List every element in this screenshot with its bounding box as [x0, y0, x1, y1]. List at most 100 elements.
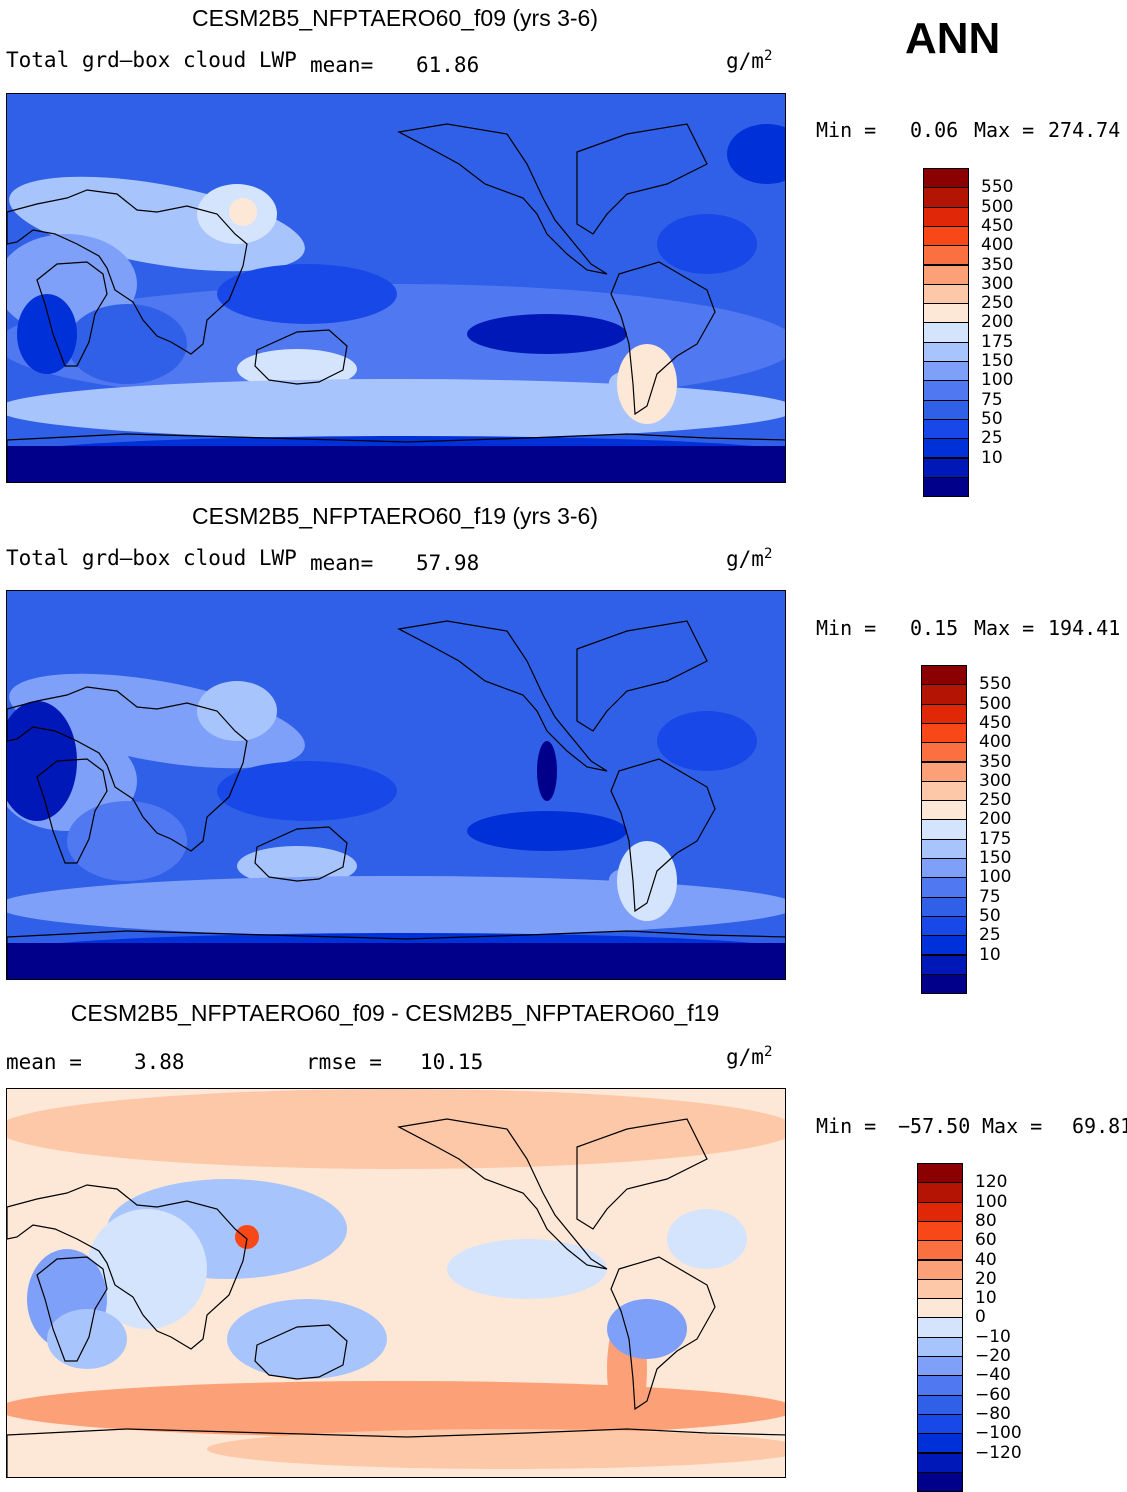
panel-1-units-base: g/m [726, 49, 764, 73]
colorbar-box [923, 206, 969, 227]
colorbar-label: 120 [975, 1172, 1008, 1193]
contour-region [447, 1239, 607, 1299]
panel-1-minmax: Min = 0.06 Max = 274.74 [816, 118, 1120, 142]
colorbar-box [921, 973, 967, 995]
panel-3-rmse-value: 10.15 [420, 1050, 484, 1074]
colorbar-label: 200 [981, 312, 1014, 333]
panel-2-units: g/m2 [726, 546, 772, 571]
colorbar-box [921, 800, 967, 821]
colorbar-box [921, 858, 967, 879]
colorbar-box [923, 303, 969, 324]
colorbar-label: −60 [975, 1384, 1011, 1405]
panel-3-max-value: 69.81 [1072, 1114, 1127, 1138]
colorbar-label: 400 [981, 235, 1014, 256]
coastline [576, 620, 708, 732]
colorbar-box [917, 1317, 963, 1338]
panel-1-colorbar: 550 500 450 400 350 300 250 200 175 150 100 75 50 25 1… [923, 168, 1013, 498]
colorbar-box [923, 187, 969, 208]
colorbar-box [917, 1452, 963, 1473]
colorbar-box [921, 915, 967, 937]
colorbar-box [921, 838, 967, 859]
panel-1-variable: Total grd–box cloud LWP [6, 48, 297, 72]
coastline [397, 1118, 608, 1270]
colorbar-label: 500 [979, 693, 1012, 714]
colorbar-label: −40 [975, 1365, 1011, 1386]
contour-region [237, 349, 357, 389]
colorbar-label: 20 [975, 1268, 997, 1289]
colorbar-label: −20 [975, 1346, 1011, 1366]
coastline [397, 620, 608, 772]
contour-region [7, 701, 77, 821]
colorbar-box [921, 684, 967, 705]
panel-2-min-label: Min = [816, 616, 877, 640]
contour-region [9, 673, 305, 769]
colorbar-label: 10 [981, 447, 1003, 468]
colorbar-label: 150 [979, 848, 1012, 868]
colorbar-box [917, 1394, 963, 1415]
panel-3-title: CESM2B5_NFPTAERO60_f09 - CESM2B5_NFPTAER… [70, 1000, 720, 1026]
colorbar-box [923, 264, 969, 285]
colorbar-label: 0 [975, 1307, 986, 1328]
colorbar-box [923, 225, 969, 247]
colorbar-box [923, 418, 969, 440]
coastline [610, 1256, 716, 1411]
coastline [254, 826, 348, 882]
panel-2-min-value: 0.15 [910, 616, 959, 640]
coastline [7, 189, 248, 355]
coastline [7, 686, 248, 852]
colorbar-box [921, 896, 967, 917]
contour-region [607, 1299, 687, 1359]
contour-region [7, 621, 785, 701]
panel-3-max-label: Max = [982, 1114, 1043, 1138]
contour-region [7, 876, 785, 936]
colorbar-box [923, 245, 969, 266]
colorbar-box [923, 168, 969, 189]
colorbar-box [923, 399, 969, 420]
colorbar-label: −100 [975, 1423, 1022, 1444]
panel-3-colorbar: 120 100 80 60 40 20 10 0 −10 −20 −40 −60 −80 −100 −120 [917, 1163, 1022, 1492]
colorbar-label: 175 [981, 331, 1014, 352]
panel-2-max-label: Max = [974, 616, 1035, 640]
colorbar-label: 450 [979, 712, 1012, 733]
contour-region [7, 379, 785, 439]
colorbar-label: −120 [975, 1442, 1022, 1463]
contour-region [727, 124, 785, 184]
colorbar-box [923, 476, 969, 498]
colorbar-box [921, 780, 967, 802]
contour-region [617, 841, 677, 921]
contour-region [7, 1381, 785, 1437]
colorbar-box [921, 722, 967, 744]
colorbar-label: 400 [979, 732, 1012, 753]
colorbar-box [923, 438, 969, 459]
panel-2-variable: Total grd–box cloud LWP [6, 546, 297, 570]
contour-region [657, 214, 757, 274]
colorbar-box [917, 1298, 963, 1319]
colorbar-box [917, 1220, 963, 1242]
colorbar-box [917, 1163, 963, 1184]
contour-region [9, 176, 305, 272]
panel-1-max-label: Max = [974, 118, 1035, 142]
contour-region [47, 1309, 127, 1369]
panel-3-map [6, 1088, 786, 1478]
coastline [36, 261, 108, 367]
panel-2-map [6, 590, 786, 980]
colorbar-label: 300 [979, 770, 1012, 791]
contour-region [467, 811, 627, 851]
colorbar-label: −10 [975, 1326, 1011, 1347]
contour-region [207, 1429, 785, 1469]
contour-region [467, 314, 627, 354]
panel-1-title: CESM2B5_NFPTAERO60_f09 (yrs 3-6) [191, 5, 599, 31]
colorbar-label: −80 [975, 1403, 1011, 1424]
colorbar-label: 150 [981, 351, 1014, 371]
panel-3-units: g/m2 [726, 1044, 772, 1069]
colorbar-label: 250 [979, 790, 1012, 811]
colorbar-box [923, 322, 969, 343]
colorbar-label: 10 [975, 1288, 997, 1309]
colorbar-box [917, 1375, 963, 1396]
colorbar-box [921, 703, 967, 724]
colorbar-box [917, 1259, 963, 1280]
contour-region [217, 761, 397, 821]
colorbar-box [923, 380, 969, 401]
coastline [7, 930, 785, 979]
panel-1-min-value: 0.06 [910, 118, 959, 142]
